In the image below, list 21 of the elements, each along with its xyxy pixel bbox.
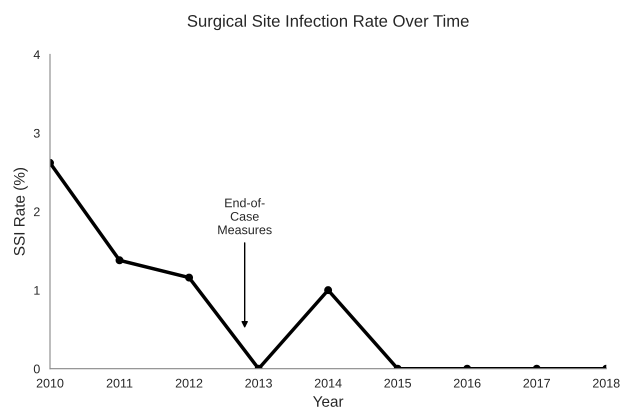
point — [116, 256, 124, 264]
x-tick-label: 2011 — [106, 378, 132, 388]
x-tick-label: 2010 — [36, 378, 64, 388]
point — [324, 286, 332, 294]
annotation: End-of- Case Measures — [218, 198, 272, 234]
y-tick-label: 0 — [34, 364, 40, 374]
x-tick-label: 2015 — [384, 378, 412, 388]
x-tick-label: 2013 — [245, 378, 272, 388]
x-tick-label: 2012 — [176, 378, 202, 388]
x-axis-title: Year — [313, 396, 344, 407]
x-tick-label: 2014 — [314, 378, 342, 388]
y-tick-label: 2 — [34, 207, 40, 216]
y-tick-label: 3 — [34, 128, 40, 138]
x-tick-label: 2017 — [523, 378, 550, 388]
x-tick-label: 2018 — [592, 378, 620, 388]
chart-title: Surgical Site Infection Rate Over Time — [188, 14, 469, 30]
y-tick-label: 1 — [34, 286, 40, 295]
point — [185, 274, 194, 282]
x-tick-label: 2016 — [454, 378, 481, 388]
y-axis-title: SSI Rate (%) — [14, 168, 28, 256]
y-tick-label: 4 — [34, 50, 40, 59]
